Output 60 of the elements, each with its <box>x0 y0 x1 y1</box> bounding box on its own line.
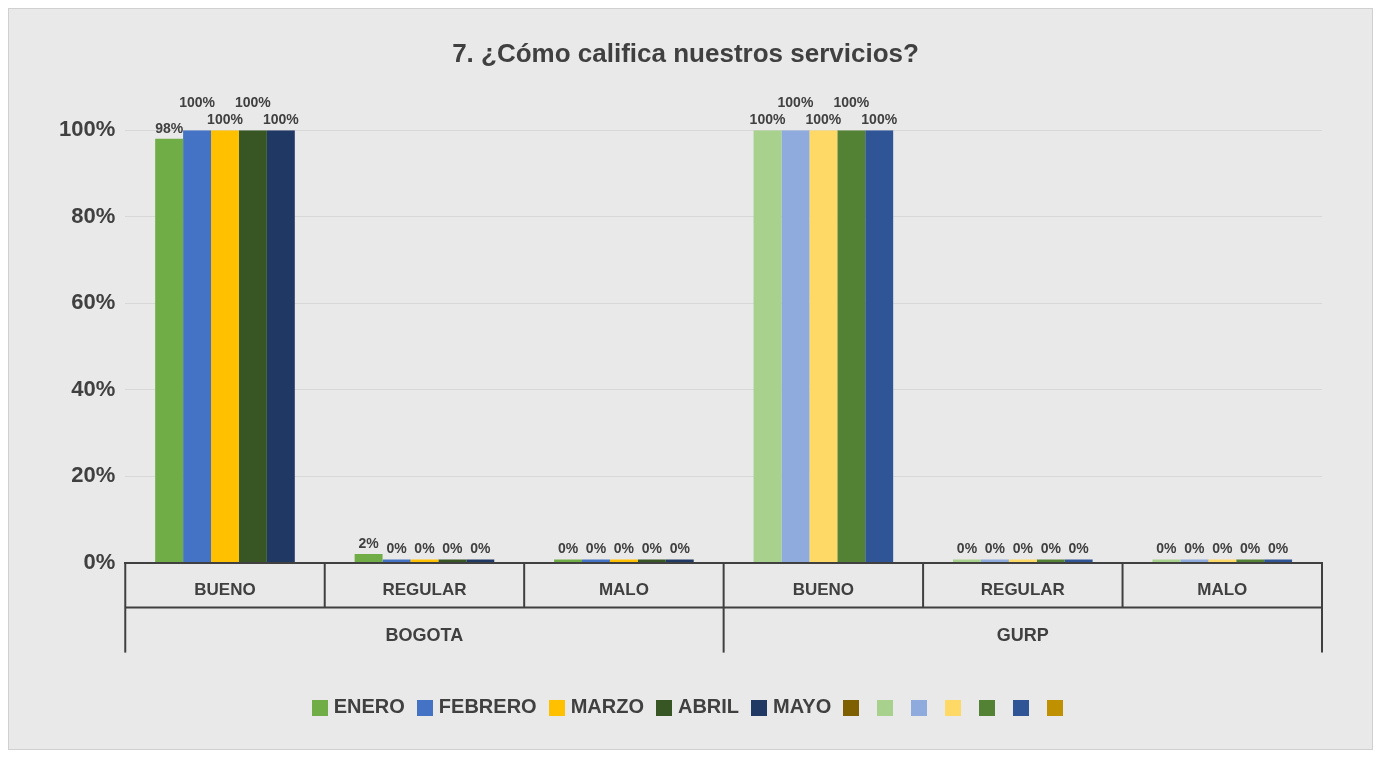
data-label: 100% <box>833 94 870 111</box>
x-tick-label: REGULAR <box>382 580 467 600</box>
x-tick-label: BUENO <box>792 580 855 600</box>
data-label: 100% <box>262 111 300 128</box>
data-label: 0% <box>1040 540 1062 557</box>
x-tick-label: MALO <box>1197 580 1248 600</box>
data-label: 100% <box>235 94 272 111</box>
data-label: 0% <box>585 540 607 557</box>
bar <box>865 130 894 563</box>
bar <box>183 130 212 563</box>
y-tick-label: 60% <box>71 289 116 315</box>
data-label: 2% <box>358 534 380 551</box>
data-label: 100% <box>749 111 786 128</box>
chart-title: 7. ¿Cómo califica nuestros servicios? <box>452 37 919 68</box>
legend-label: ABRIL <box>677 695 740 719</box>
data-label: 0% <box>557 540 579 557</box>
y-tick-label: 20% <box>71 462 116 488</box>
y-tick-label: 100% <box>58 116 116 142</box>
data-label: 0% <box>613 540 635 557</box>
y-tick-label: 0% <box>83 548 116 574</box>
legend-label: FEBRERO <box>437 695 537 719</box>
y-tick-label: 80% <box>71 202 116 228</box>
data-label: 0% <box>386 540 408 557</box>
data-label: 0% <box>984 540 1006 557</box>
data-label: 0% <box>1268 540 1289 557</box>
bar <box>809 130 838 563</box>
data-label: 0% <box>1068 540 1090 557</box>
data-label: 0% <box>669 540 691 557</box>
data-label: 100% <box>805 111 842 128</box>
y-tick-label: 40% <box>71 375 116 401</box>
data-label: 100% <box>777 94 814 111</box>
data-label: 0% <box>470 540 491 557</box>
data-label: 0% <box>1156 540 1178 557</box>
legend-label: MARZO <box>569 695 644 719</box>
x-tick-label: REGULAR <box>980 580 1065 600</box>
data-label: 0% <box>442 540 464 557</box>
data-label: 100% <box>179 94 216 111</box>
data-label: 0% <box>641 540 663 557</box>
bar <box>155 138 184 563</box>
data-label: 100% <box>207 111 244 128</box>
data-label: 0% <box>1012 540 1034 557</box>
legend-label: MAYO <box>772 695 832 719</box>
bar <box>238 130 267 563</box>
x-tick-label: MALO <box>598 580 649 600</box>
data-label: 0% <box>1184 540 1206 557</box>
bar <box>781 130 810 563</box>
x-tick-label: BUENO <box>194 580 256 600</box>
bar <box>266 130 295 563</box>
data-label: 0% <box>956 540 978 557</box>
data-label: 0% <box>1240 540 1261 557</box>
data-label: 100% <box>861 111 898 128</box>
data-label: 0% <box>414 540 436 557</box>
data-label: 98% <box>155 119 184 136</box>
data-label: 0% <box>1212 540 1233 557</box>
text: GURP <box>996 624 1049 645</box>
text: BOGOTA <box>385 624 464 645</box>
legend-label: ENERO <box>332 695 405 719</box>
bar <box>753 130 782 563</box>
bar <box>211 130 239 563</box>
bar <box>837 130 866 563</box>
